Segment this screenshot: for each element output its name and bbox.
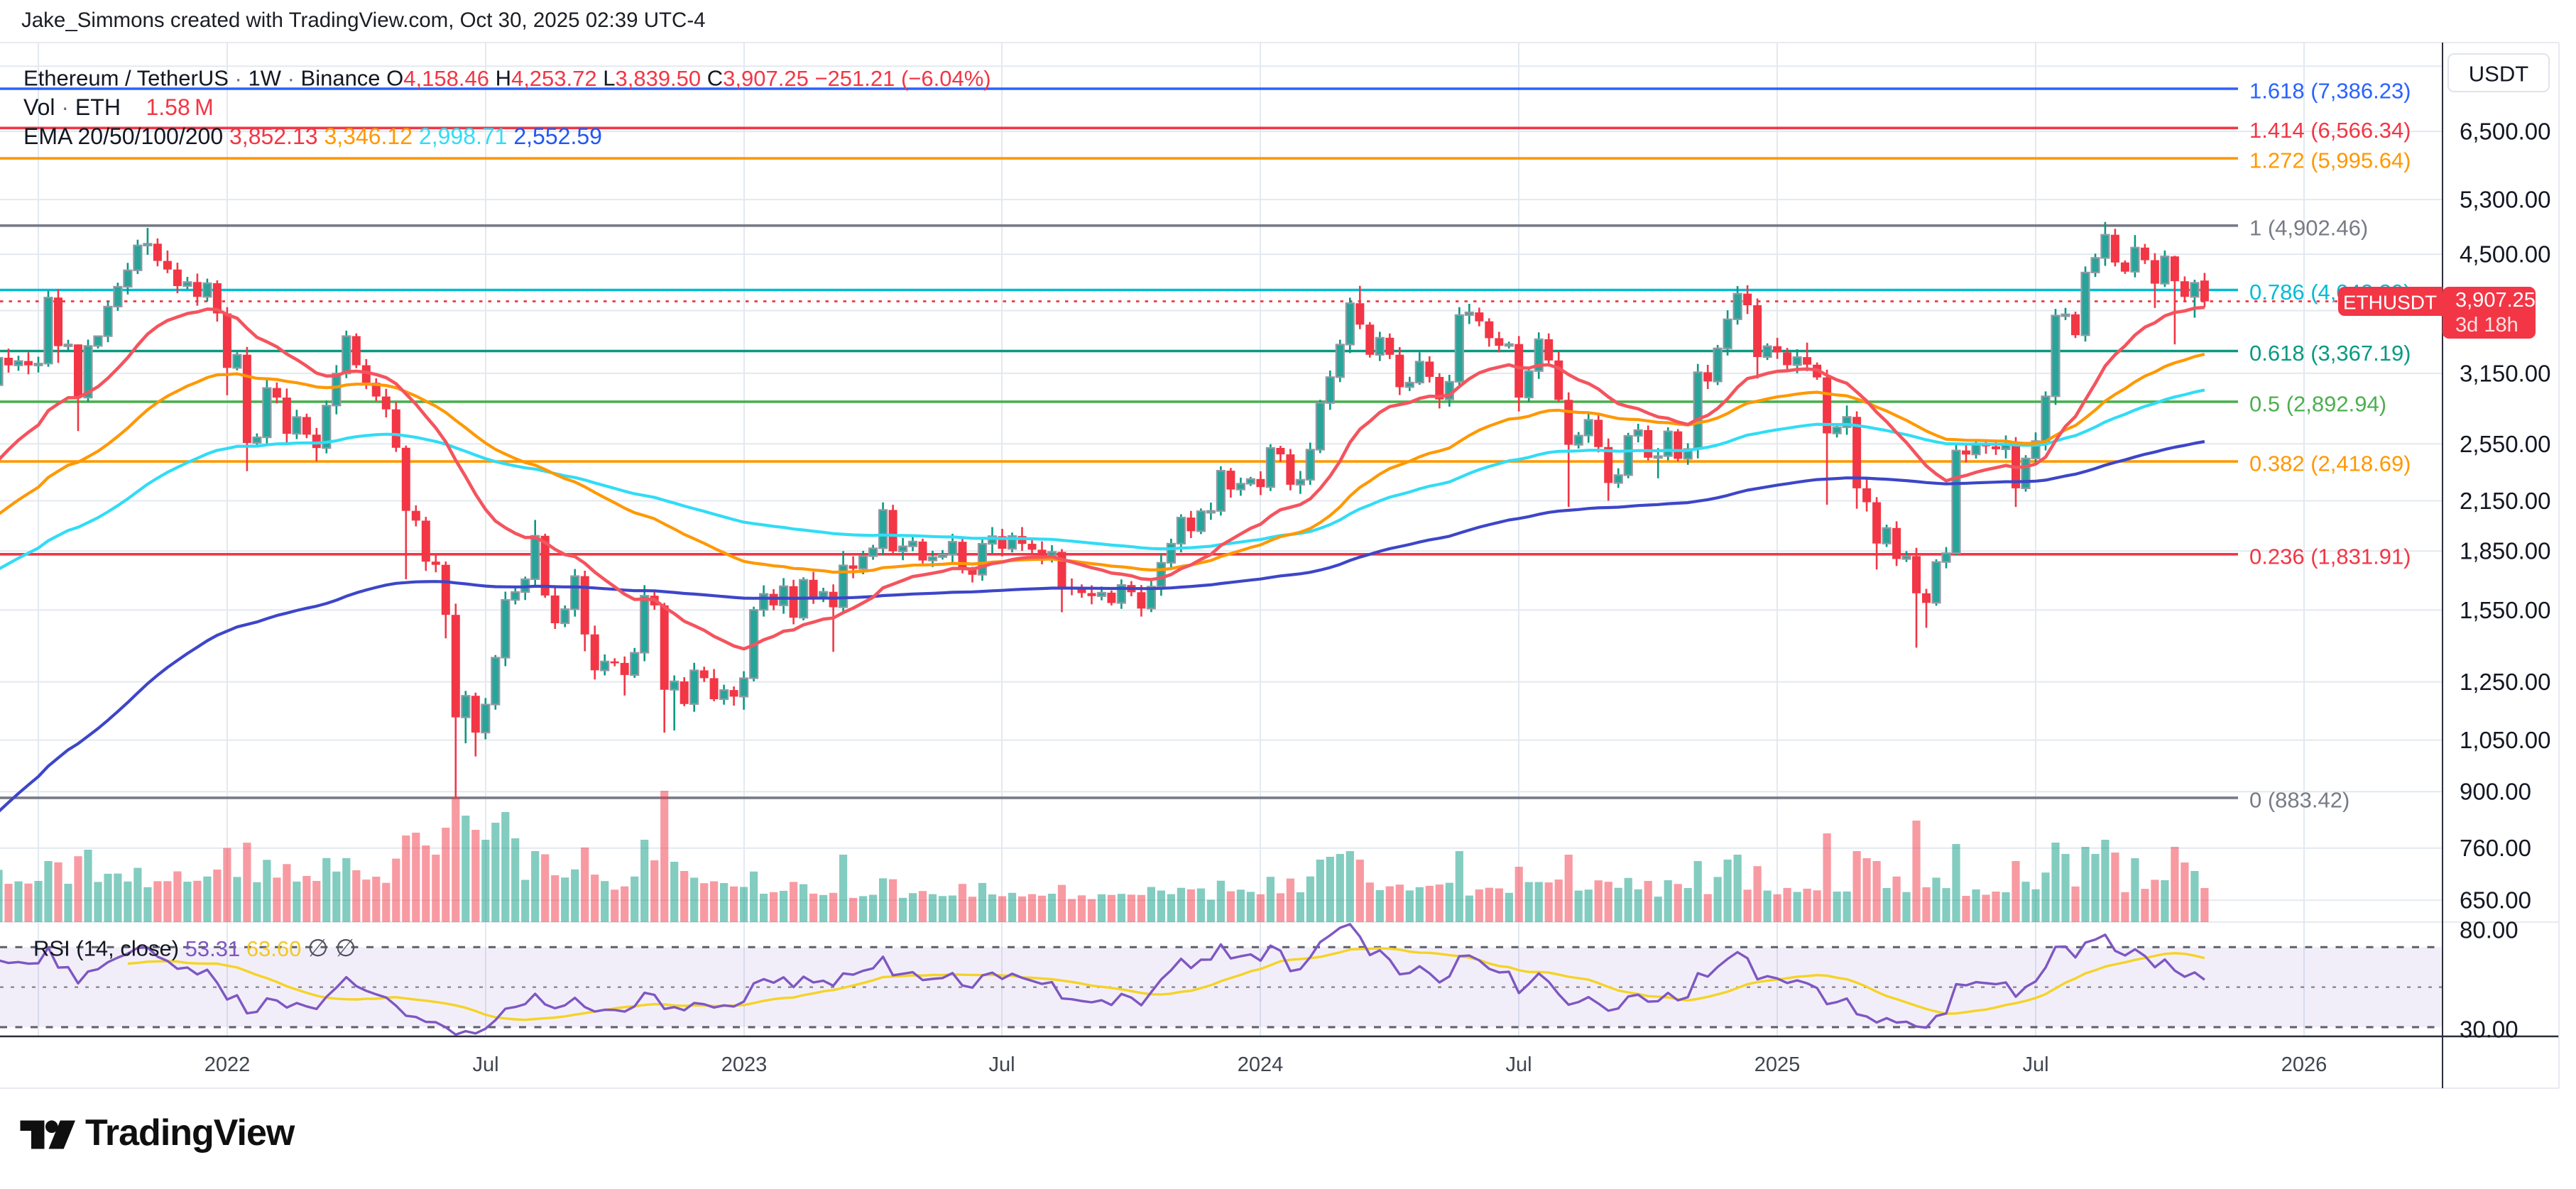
svg-text:2024: 2024 — [1238, 1053, 1284, 1076]
svg-text:3,907.25: 3,907.25 — [2455, 289, 2536, 312]
svg-text:1,050.00: 1,050.00 — [2460, 727, 2550, 753]
svg-text:0.382 (2,418.69): 0.382 (2,418.69) — [2249, 451, 2411, 476]
svg-text:Jul: Jul — [472, 1053, 498, 1076]
svg-text:0.236 (1,831.91): 0.236 (1,831.91) — [2249, 544, 2411, 569]
svg-text:EMA 20/50/100/200 3,852.13 3: EMA 20/50/100/200 3,852.13 3,346.12 2,99… — [23, 124, 602, 149]
svg-text:2025: 2025 — [1754, 1053, 1801, 1076]
svg-text:1.272 (5,995.64): 1.272 (5,995.64) — [2249, 148, 2411, 173]
svg-text:Jul: Jul — [1505, 1053, 1532, 1076]
svg-text:1,850.00: 1,850.00 — [2460, 538, 2550, 564]
svg-text:1.414 (6,566.34): 1.414 (6,566.34) — [2249, 118, 2411, 143]
svg-text:2,150.00: 2,150.00 — [2460, 488, 2550, 514]
svg-text:2,550.00: 2,550.00 — [2460, 431, 2550, 457]
svg-text:30.00: 30.00 — [2460, 1017, 2518, 1043]
svg-text:1,250.00: 1,250.00 — [2460, 669, 2550, 695]
svg-text:0 (883.42): 0 (883.42) — [2249, 787, 2349, 812]
svg-text:6,500.00: 6,500.00 — [2460, 119, 2550, 145]
svg-text:900.00: 900.00 — [2460, 779, 2531, 805]
svg-text:USDT: USDT — [2469, 62, 2528, 87]
svg-text:1 (4,902.46): 1 (4,902.46) — [2249, 215, 2368, 240]
svg-text:2026: 2026 — [2281, 1053, 2327, 1076]
svg-text:TradingView: TradingView — [85, 1112, 295, 1154]
svg-text:Jul: Jul — [2022, 1053, 2048, 1076]
svg-text:1,550.00: 1,550.00 — [2460, 597, 2550, 623]
svg-text:RSI (14, close) 53.31 63.60: RSI (14, close) 53.31 63.60 ∅ ∅ — [33, 935, 356, 962]
svg-text:3d 18h: 3d 18h — [2455, 314, 2518, 336]
svg-text:760.00: 760.00 — [2460, 835, 2531, 861]
svg-text:2022: 2022 — [204, 1053, 251, 1076]
svg-text:3,150.00: 3,150.00 — [2460, 360, 2550, 386]
svg-text:650.00: 650.00 — [2460, 887, 2531, 914]
svg-text:5,300.00: 5,300.00 — [2460, 187, 2550, 213]
svg-text:Vol · ETH 1.58 M: Vol · ETH 1.58 M — [23, 94, 214, 120]
svg-text:4,500.00: 4,500.00 — [2460, 241, 2550, 268]
svg-text:80.00: 80.00 — [2460, 917, 2518, 943]
svg-text:Ethereum / TetherUS · 1W · Bin: Ethereum / TetherUS · 1W · Binance O4,15… — [23, 66, 991, 91]
svg-text:0.618 (3,367.19): 0.618 (3,367.19) — [2249, 341, 2411, 366]
svg-text:1.618 (7,386.23): 1.618 (7,386.23) — [2249, 79, 2411, 104]
svg-text:Jul: Jul — [988, 1053, 1015, 1076]
svg-text:0.5 (2,892.94): 0.5 (2,892.94) — [2249, 391, 2386, 416]
svg-text:2023: 2023 — [721, 1053, 768, 1076]
svg-text:Jake_Simmons created with Trad: Jake_Simmons created with TradingView.co… — [21, 9, 706, 32]
svg-text:ETHUSDT: ETHUSDT — [2343, 292, 2437, 314]
